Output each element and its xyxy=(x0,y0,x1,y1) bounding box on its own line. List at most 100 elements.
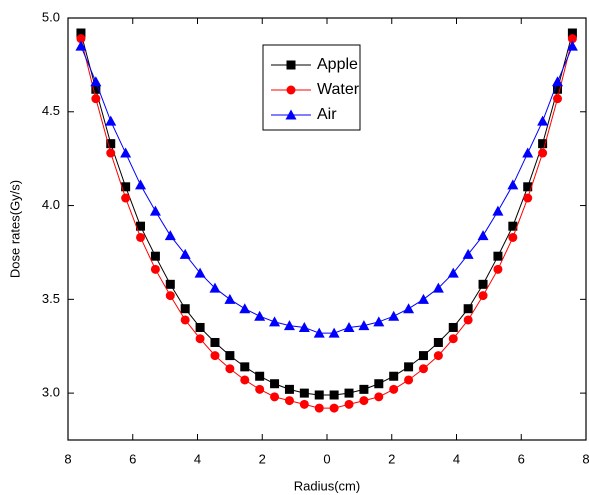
marker xyxy=(121,182,131,192)
marker xyxy=(180,315,190,325)
marker xyxy=(567,28,577,38)
marker xyxy=(149,205,161,216)
legend-marker xyxy=(285,109,297,120)
marker xyxy=(404,362,414,372)
marker xyxy=(240,362,250,372)
marker xyxy=(120,147,132,158)
marker xyxy=(537,115,549,126)
y-tick-label: 4.5 xyxy=(42,103,60,118)
marker xyxy=(507,179,519,190)
marker xyxy=(567,34,577,44)
x-tick-label: 8 xyxy=(582,451,589,466)
x-tick-label: 6 xyxy=(518,451,525,466)
marker xyxy=(374,379,384,389)
y-axis-label: Dose rates(Gy/s) xyxy=(7,180,22,278)
marker xyxy=(91,94,101,104)
marker xyxy=(269,316,281,327)
marker xyxy=(314,403,324,413)
marker xyxy=(105,115,117,126)
series-line xyxy=(80,32,573,396)
marker xyxy=(359,384,369,394)
marker xyxy=(225,364,235,374)
y-tick-label: 3.5 xyxy=(42,291,60,306)
marker xyxy=(522,147,534,158)
marker xyxy=(359,396,369,406)
marker xyxy=(75,40,87,51)
marker xyxy=(150,264,160,274)
marker xyxy=(254,310,266,321)
marker xyxy=(90,76,102,87)
marker xyxy=(553,94,563,104)
marker xyxy=(478,279,488,289)
marker xyxy=(270,392,280,402)
marker xyxy=(447,267,459,278)
legend-label: Air xyxy=(317,106,337,123)
marker xyxy=(374,392,384,402)
marker xyxy=(255,371,265,381)
marker xyxy=(121,193,131,203)
marker xyxy=(180,304,190,314)
marker xyxy=(150,251,160,261)
marker xyxy=(195,334,205,344)
marker xyxy=(328,327,340,338)
x-tick-label: 4 xyxy=(453,451,460,466)
legend-box xyxy=(262,44,361,131)
legend-label: Water xyxy=(317,81,360,98)
marker xyxy=(493,251,503,261)
marker xyxy=(463,315,473,325)
marker xyxy=(432,282,444,293)
marker xyxy=(404,375,414,385)
marker xyxy=(462,248,474,259)
marker xyxy=(448,322,458,332)
marker xyxy=(403,303,415,314)
marker xyxy=(343,321,355,332)
marker xyxy=(417,293,429,304)
x-tick-label: 2 xyxy=(259,451,266,466)
marker xyxy=(136,221,146,231)
marker xyxy=(433,337,443,347)
marker xyxy=(164,230,176,241)
marker xyxy=(329,390,339,400)
marker xyxy=(255,384,265,394)
marker xyxy=(418,351,428,361)
marker xyxy=(224,293,236,304)
x-tick-label: 6 xyxy=(129,451,136,466)
y-tick-label: 4.0 xyxy=(42,197,60,212)
x-tick-label: 2 xyxy=(388,451,395,466)
marker xyxy=(76,28,86,38)
marker xyxy=(566,40,578,51)
marker xyxy=(508,221,518,231)
marker xyxy=(478,291,488,301)
marker xyxy=(209,282,221,293)
marker xyxy=(195,322,205,332)
marker xyxy=(299,388,309,398)
marker xyxy=(389,371,399,381)
y-tick-label: 5.0 xyxy=(42,9,60,24)
marker xyxy=(283,320,295,331)
x-tick-label: 4 xyxy=(194,451,201,466)
marker xyxy=(210,337,220,347)
marker xyxy=(493,264,503,274)
marker xyxy=(210,351,220,361)
x-tick-label: 8 xyxy=(64,451,71,466)
marker xyxy=(358,320,370,331)
marker xyxy=(329,403,339,413)
marker xyxy=(225,351,235,361)
marker xyxy=(477,230,489,241)
y-tick-label: 3.0 xyxy=(42,385,60,400)
marker xyxy=(553,84,563,94)
marker xyxy=(448,334,458,344)
marker xyxy=(344,399,354,409)
marker xyxy=(194,267,206,278)
marker xyxy=(523,182,533,192)
marker xyxy=(298,321,310,332)
marker xyxy=(389,384,399,394)
legend-label: Apple xyxy=(317,56,358,73)
marker xyxy=(373,316,385,327)
marker xyxy=(538,139,548,149)
marker xyxy=(284,396,294,406)
marker xyxy=(418,364,428,374)
marker xyxy=(523,193,533,203)
marker xyxy=(106,148,116,158)
marker xyxy=(179,248,191,259)
